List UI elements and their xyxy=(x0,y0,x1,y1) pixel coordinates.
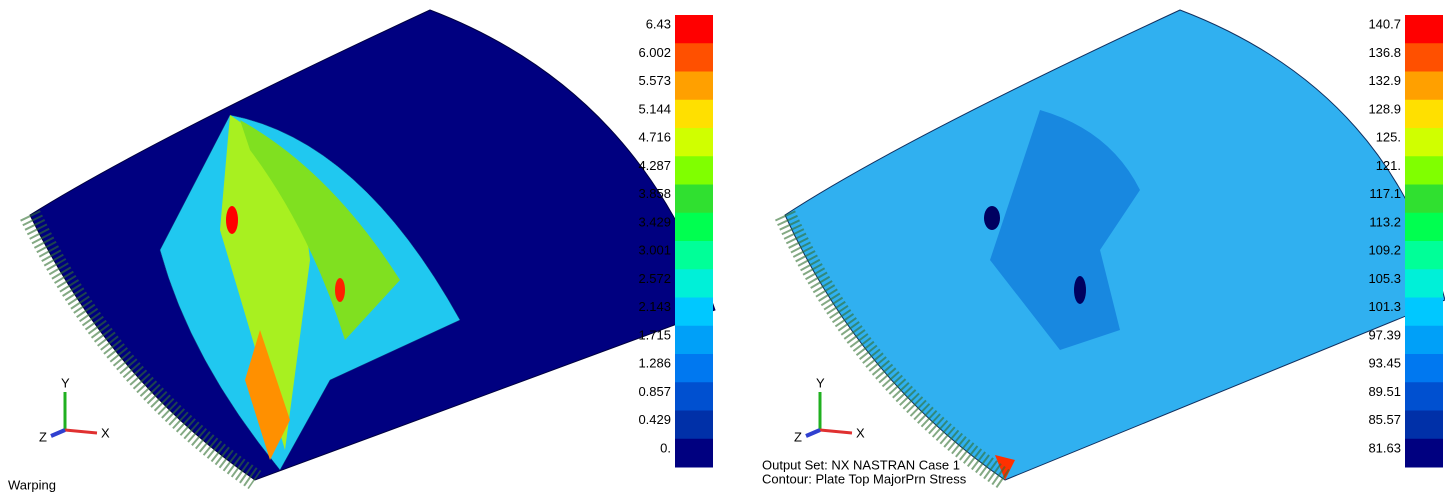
legend-label: 89.51 xyxy=(1368,384,1401,399)
legend-swatch xyxy=(675,411,713,440)
legend-label: 93.45 xyxy=(1368,356,1401,371)
axis-label: Z xyxy=(39,429,47,444)
legend-label: 140.7 xyxy=(1368,17,1401,32)
contour-hotspot xyxy=(984,206,1000,230)
legend-label: 0.429 xyxy=(638,412,671,427)
warping-panel: 6.43 6.002 5.573 5.144 4.716 4.287 3.858 3.429 3… xyxy=(8,10,715,492)
stress-panel: 140.7 136.8 132.9 128.9 125. 121. 117.1 113.2 10… xyxy=(762,10,1445,486)
legend-label: 136.8 xyxy=(1368,45,1401,60)
legend-label: 0.857 xyxy=(638,384,671,399)
legend-swatch xyxy=(675,269,713,298)
axis-x xyxy=(65,430,97,433)
legend-label: 3.429 xyxy=(638,214,671,229)
legend-label: 5.144 xyxy=(638,101,671,116)
legend-swatch xyxy=(1405,326,1443,355)
legend-label: 101.3 xyxy=(1368,299,1401,314)
legend-swatch xyxy=(1405,411,1443,440)
legend-label: 125. xyxy=(1376,130,1401,145)
caption: Warping xyxy=(8,477,56,492)
legend-swatch xyxy=(1405,185,1443,214)
legend-label: 109.2 xyxy=(1368,243,1401,258)
legend-swatch xyxy=(675,185,713,214)
contour-hotspot xyxy=(226,206,238,234)
axis-label: Y xyxy=(61,375,70,390)
axis-z xyxy=(806,430,820,436)
legend-label: 3.001 xyxy=(638,243,671,258)
legend-label: 6.43 xyxy=(646,17,671,32)
legend-label: 3.858 xyxy=(638,186,671,201)
legend-label: 0. xyxy=(660,440,671,455)
caption: Output Set: NX NASTRAN Case 1 xyxy=(762,457,960,472)
legend-swatch xyxy=(675,156,713,185)
legend-swatch xyxy=(675,382,713,411)
legend-swatch xyxy=(675,439,713,468)
axis-label: Z xyxy=(794,429,802,444)
legend-swatch xyxy=(675,43,713,72)
caption: Contour: Plate Top MajorPrn Stress xyxy=(762,471,967,486)
fea-screenshot: 6.43 6.002 5.573 5.144 4.716 4.287 3.858 3.429 3… xyxy=(0,0,1445,495)
legend-swatch xyxy=(1405,43,1443,72)
legend-swatch xyxy=(1405,213,1443,242)
legend-swatch xyxy=(675,15,713,44)
legend-label: 117.1 xyxy=(1369,186,1401,201)
legend-swatch xyxy=(1405,72,1443,101)
legend-label: 6.002 xyxy=(638,45,671,60)
contour-hotspot xyxy=(1074,276,1086,304)
legend-swatch xyxy=(1405,439,1443,468)
legend-label: 128.9 xyxy=(1368,101,1401,116)
legend-label: 1.286 xyxy=(638,356,671,371)
legend-label: 113.2 xyxy=(1369,214,1401,229)
legend-swatch xyxy=(1405,100,1443,129)
legend-swatch xyxy=(1405,15,1443,44)
legend-swatch xyxy=(1405,156,1443,185)
legend-label: 132.9 xyxy=(1368,73,1401,88)
axis-x xyxy=(820,430,852,433)
axis-label: X xyxy=(101,425,110,440)
legend-swatch xyxy=(675,100,713,129)
legend-swatch xyxy=(1405,298,1443,327)
legend-label: 4.287 xyxy=(638,158,671,173)
legend-label: 2.143 xyxy=(638,299,671,314)
axis-label: Y xyxy=(816,375,825,390)
legend-label: 81.63 xyxy=(1368,440,1401,455)
legend-label: 85.57 xyxy=(1368,412,1401,427)
legend-label: 5.573 xyxy=(638,73,671,88)
legend-label: 2.572 xyxy=(638,271,671,286)
legend-label: 4.716 xyxy=(638,130,671,145)
legend-swatch xyxy=(675,354,713,383)
contour-hotspot xyxy=(335,278,345,302)
legend-swatch xyxy=(1405,241,1443,270)
legend-swatch xyxy=(675,128,713,157)
legend-swatch xyxy=(1405,269,1443,298)
legend-swatch xyxy=(1405,128,1443,157)
legend-label: 1.715 xyxy=(638,327,671,342)
legend-label: 121. xyxy=(1376,158,1401,173)
legend-swatch xyxy=(1405,354,1443,383)
legend-label: 105.3 xyxy=(1368,271,1401,286)
legend-swatch xyxy=(1405,382,1443,411)
legend-swatch xyxy=(675,326,713,355)
axis-label: X xyxy=(856,425,865,440)
cylinder-back xyxy=(785,10,1445,480)
axis-z xyxy=(51,430,65,436)
legend-swatch xyxy=(675,298,713,327)
legend-swatch xyxy=(675,72,713,101)
legend-label: 97.39 xyxy=(1368,327,1401,342)
legend-swatch xyxy=(675,213,713,242)
legend-swatch xyxy=(675,241,713,270)
